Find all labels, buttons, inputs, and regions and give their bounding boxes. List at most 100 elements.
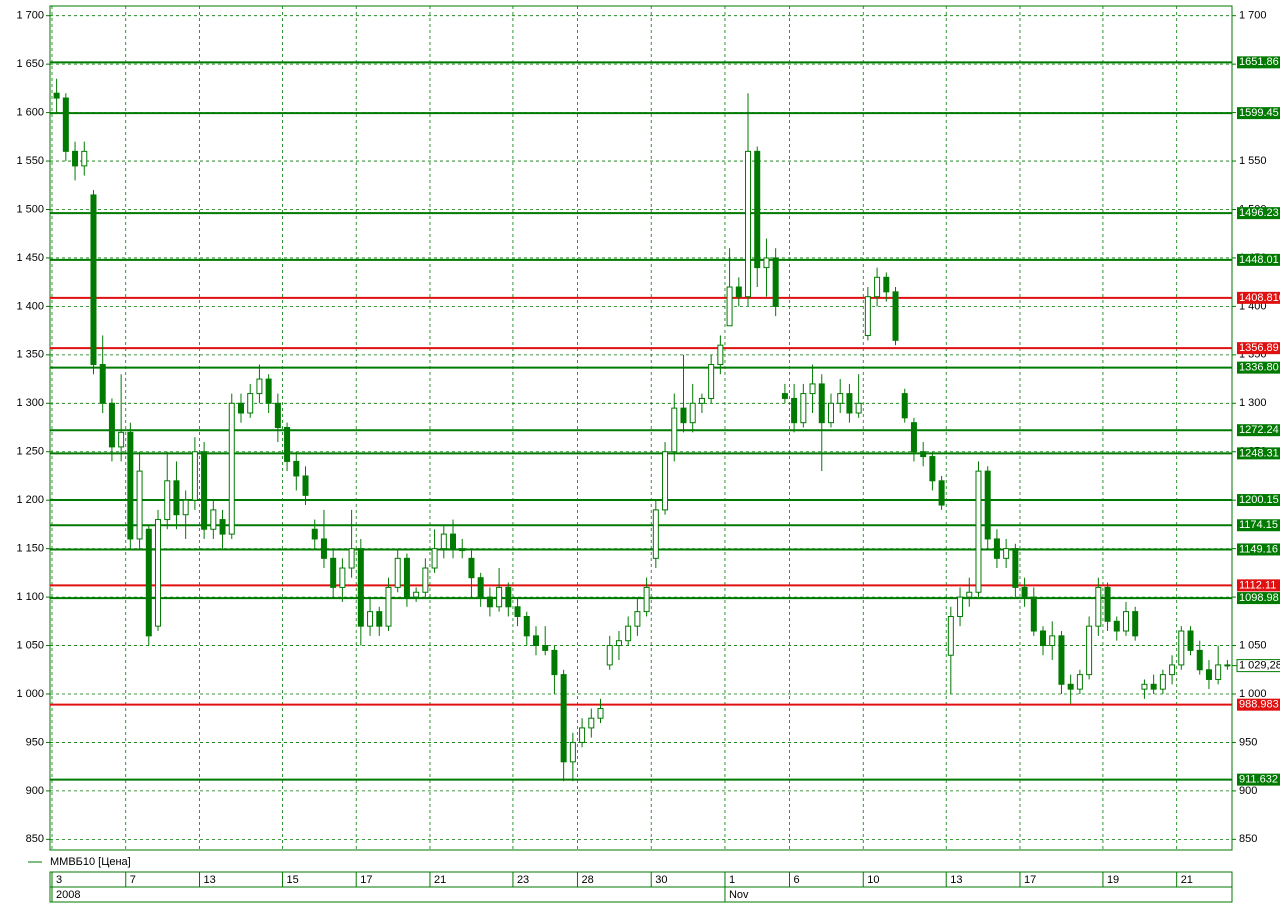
y-tick-label: 1 650: [16, 58, 44, 70]
level-label-box: [1237, 698, 1280, 711]
candle-body: [459, 548, 466, 552]
x-tick-label: 17: [1024, 874, 1036, 886]
candle-body: [947, 615, 954, 656]
candle-body: [735, 286, 742, 298]
candle-body: [62, 97, 69, 152]
level-label: 1356.89: [1239, 342, 1279, 354]
candle-body: [1215, 664, 1222, 680]
y-tick-label: 1 400: [16, 300, 44, 312]
candle-body: [966, 591, 973, 598]
candle-body: [1104, 586, 1111, 622]
candle-body: [403, 557, 410, 598]
candle-body: [597, 708, 604, 719]
candle-body: [569, 741, 576, 763]
y-tick-label: 1 000: [1239, 688, 1267, 700]
y-tick-label: 1 300: [16, 397, 44, 409]
candle-body: [274, 402, 281, 429]
candle-body: [118, 431, 125, 448]
candle-body: [643, 586, 650, 613]
candle-body: [127, 431, 134, 540]
level-label-box: [1237, 207, 1280, 220]
candle-body: [450, 533, 457, 550]
y-tick-label: 1 700: [16, 10, 44, 22]
candle-body: [671, 407, 678, 453]
candle-body: [376, 611, 383, 627]
candle-body: [1076, 674, 1083, 690]
candle-body: [228, 402, 235, 535]
candle-body: [588, 717, 595, 729]
x-tick-label: 15: [286, 874, 298, 886]
candle-body: [551, 649, 558, 676]
candle-body: [542, 645, 549, 651]
candle-body: [72, 150, 79, 167]
candle-body: [606, 645, 613, 666]
level-label: 1149.16: [1239, 543, 1278, 555]
candle-body: [1058, 635, 1065, 685]
candle-body: [496, 586, 503, 608]
candle-body: [984, 470, 991, 540]
x-tick-label: 10: [867, 874, 879, 886]
candle-body: [1040, 630, 1047, 647]
x-tick-label: 28: [581, 874, 593, 886]
level-label: 1599.45: [1239, 107, 1279, 119]
candle-body: [781, 393, 788, 399]
x-tick-label: 13: [204, 874, 216, 886]
x-tick-label: 1: [729, 874, 735, 886]
y-tick-label: 1 000: [16, 688, 44, 700]
level-label: 988.983: [1239, 699, 1279, 711]
level-label-box: [1237, 107, 1280, 120]
y-tick-label: 1 550: [1239, 155, 1267, 167]
candle-body: [357, 548, 364, 627]
candle-body: [201, 451, 208, 530]
y-tick-label: 1 350: [16, 349, 44, 361]
candle-body: [689, 402, 696, 424]
candle-body: [1095, 586, 1102, 627]
level-label: 1496.23: [1239, 207, 1279, 219]
candle-body: [1224, 664, 1231, 667]
y-tick-label: 1 450: [16, 252, 44, 264]
candle-body: [800, 393, 807, 424]
candle-body: [1122, 611, 1129, 632]
candle-body: [1021, 586, 1028, 598]
y-tick-label: 1 200: [16, 494, 44, 506]
level-label: 1248.31: [1239, 447, 1279, 459]
candle-body: [938, 480, 945, 506]
level-label-box: [1237, 592, 1280, 605]
plot-frame: [49, 5, 1233, 851]
level-label-box: [1237, 773, 1280, 786]
y-tick-label: 1 250: [16, 446, 44, 458]
candle-body: [652, 509, 659, 559]
candle-body: [330, 557, 337, 588]
candle-body: [320, 538, 327, 559]
candle-body: [265, 378, 272, 404]
candle-body: [339, 567, 346, 588]
y-tick-label: 1 600: [16, 106, 44, 118]
level-label-box: [1237, 424, 1280, 437]
candle-body: [1067, 683, 1074, 690]
candle-body: [560, 674, 567, 763]
candle-body: [90, 194, 97, 366]
level-label: 911.632: [1239, 774, 1278, 786]
candle-body: [708, 364, 715, 399]
level-label-box: [1237, 543, 1280, 556]
y-tick-label: 850: [1239, 833, 1257, 845]
y-tick-label: 850: [26, 833, 44, 845]
candle-body: [910, 422, 917, 453]
candle-body: [219, 519, 226, 535]
candle-body: [662, 451, 669, 511]
y-tick-label: 900: [1239, 785, 1257, 797]
candle-body: [173, 480, 180, 516]
candle-body: [1178, 630, 1185, 666]
candle-body: [883, 276, 890, 293]
candle-body: [191, 451, 198, 501]
candle-body: [855, 402, 862, 414]
candle-body: [385, 586, 392, 627]
candle-body: [486, 596, 493, 608]
level-label-box: [1237, 253, 1280, 266]
candle-body: [256, 378, 263, 395]
candle-body: [754, 150, 761, 269]
x-tick-label: 3: [56, 874, 62, 886]
x-tick-label: 6: [794, 874, 800, 886]
candle-body: [615, 640, 622, 647]
